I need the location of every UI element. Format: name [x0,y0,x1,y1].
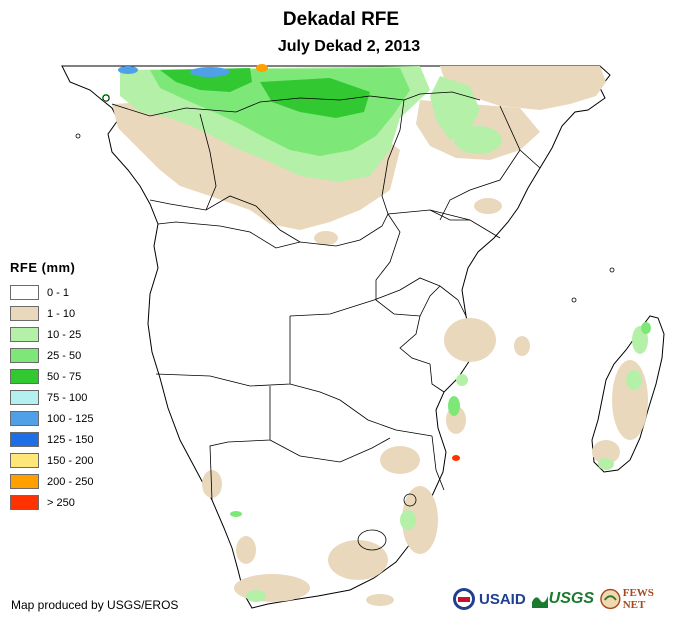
rainfall-map [61,64,665,609]
usaid-seal-icon [453,588,475,610]
legend-label: 125 - 150 [47,433,94,446]
legend-swatch [10,348,39,363]
legend-item: 10 - 25 [10,324,93,345]
legend-swatch [10,369,39,384]
legend-swatch [10,285,39,300]
usaid-text: USAID [479,590,526,608]
fewsnet-logo: FEWS NET [600,587,676,611]
legend-label: 100 - 125 [47,412,94,425]
usgs-wave-icon [531,596,548,608]
islands [75,94,615,303]
legend-swatch [10,432,39,447]
legend-item: 0 - 1 [10,282,93,303]
fewsnet-text: FEWS NET [622,587,654,611]
legend-swatch [10,390,39,405]
legend-swatch [10,327,39,342]
legend-title: RFE (mm) [10,260,76,275]
legend-item: 200 - 250 [10,471,93,492]
legend-swatch [10,411,39,426]
fewsnet-globe-icon [600,588,621,610]
legend-item: > 250 [10,492,93,513]
legend-swatch [10,453,39,468]
map-credit: Map produced by USGS/EROS [11,598,179,612]
legend-label: 0 - 1 [47,286,70,299]
legend-label: 25 - 50 [47,349,82,362]
legend-label: 75 - 100 [47,391,88,404]
legend-label: 200 - 250 [47,475,94,488]
legend-item: 125 - 150 [10,429,93,450]
rain-high [256,64,460,461]
legend-swatch [10,495,39,510]
legend-label: 150 - 200 [47,454,94,467]
usgs-logo: USGS [531,590,595,608]
legend-item: 25 - 50 [10,345,93,366]
legend-label: 50 - 75 [47,370,82,383]
map-subtitle: July Dekad 2, 2013 [277,38,421,55]
legend-item: 1 - 10 [10,303,93,324]
logo-strip: USAID USGS FEWS NET [452,583,682,615]
africa-landmass [61,65,611,609]
legend-label: 1 - 10 [47,307,76,320]
legend-item: 50 - 75 [10,366,93,387]
legend-swatch [10,474,39,489]
legend-label: 10 - 25 [47,328,82,341]
country-borders [111,91,541,551]
legend-item: 100 - 125 [10,408,93,429]
usaid-logo: USAID [452,587,526,611]
legend-label: > 250 [47,496,75,509]
map-title: Dekadal RFE [282,9,400,30]
legend-item: 75 - 100 [10,387,93,408]
legend-item: 150 - 200 [10,450,93,471]
rain-100-125 [118,66,230,77]
legend-swatch [10,306,39,321]
usgs-text: USGS [548,590,595,607]
legend: 0 - 1 1 - 10 10 - 25 25 - 50 50 - 75 75 - 100… [10,282,93,513]
